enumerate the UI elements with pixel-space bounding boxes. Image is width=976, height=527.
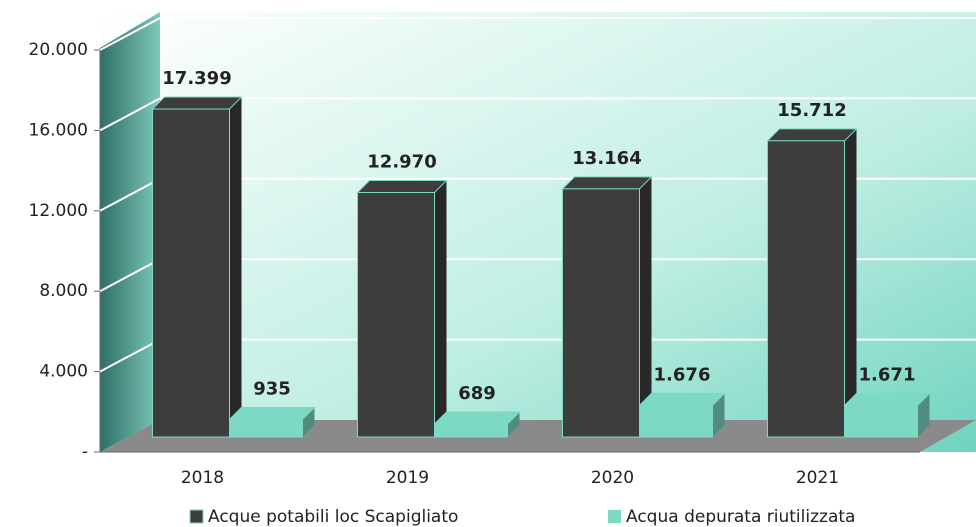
bar-top: [356, 180, 448, 194]
bar-side: [302, 407, 315, 437]
grid-line: [99, 177, 161, 212]
legend-label: Acque potabili loc Scapigliato: [208, 507, 458, 527]
bar: [229, 418, 303, 438]
y-tick-label: -: [82, 442, 88, 462]
data-label: 17.399: [162, 68, 231, 89]
bar-side: [639, 176, 652, 438]
x-tick-label: 2019: [386, 468, 429, 488]
bar: [434, 423, 508, 438]
bar: [562, 188, 640, 438]
legend-label: Acqua depurata riutilizzata: [626, 507, 855, 527]
y-tick-label: 8.000: [39, 281, 88, 301]
grid-line: [99, 338, 161, 373]
data-label: 13.164: [572, 148, 641, 169]
y-tick-label: 4.000: [39, 362, 88, 382]
data-label: 1.676: [654, 364, 711, 385]
bar-side: [712, 393, 725, 437]
bar-top: [228, 406, 316, 420]
x-tick-label: 2018: [181, 468, 224, 488]
data-label: 689: [458, 383, 496, 404]
data-label: 12.970: [367, 152, 436, 173]
legend-swatch: [189, 509, 204, 524]
x-tick-label: 2020: [591, 468, 634, 488]
y-tick-label: 20.000: [29, 40, 88, 60]
bar-side: [844, 128, 857, 437]
data-label: 15.712: [777, 100, 846, 121]
bar: [639, 404, 713, 438]
grid-line: [99, 97, 161, 132]
bar-side: [507, 412, 520, 437]
data-label: 1.671: [859, 365, 916, 386]
bar: [152, 108, 230, 438]
grid-line: [99, 258, 161, 293]
bar-top: [843, 393, 931, 407]
x-tick-label: 2021: [796, 468, 839, 488]
bar-side: [917, 393, 930, 437]
grid-line: [99, 17, 161, 51]
bar-top: [151, 96, 243, 110]
bar-top: [433, 411, 521, 425]
legend-swatch: [608, 510, 621, 523]
bar-top: [561, 176, 653, 190]
y-tick-label: 16.000: [29, 120, 88, 140]
bar: [357, 192, 435, 438]
bar-top: [766, 128, 858, 142]
bar: [844, 405, 918, 438]
bar: [767, 140, 845, 438]
floor: [100, 420, 976, 452]
left-wall: [100, 12, 160, 452]
bar-side: [229, 97, 242, 438]
bar-top: [638, 392, 726, 406]
data-label: 935: [253, 378, 291, 399]
bar-side: [434, 180, 447, 437]
y-tick-label: 12.000: [29, 201, 88, 221]
